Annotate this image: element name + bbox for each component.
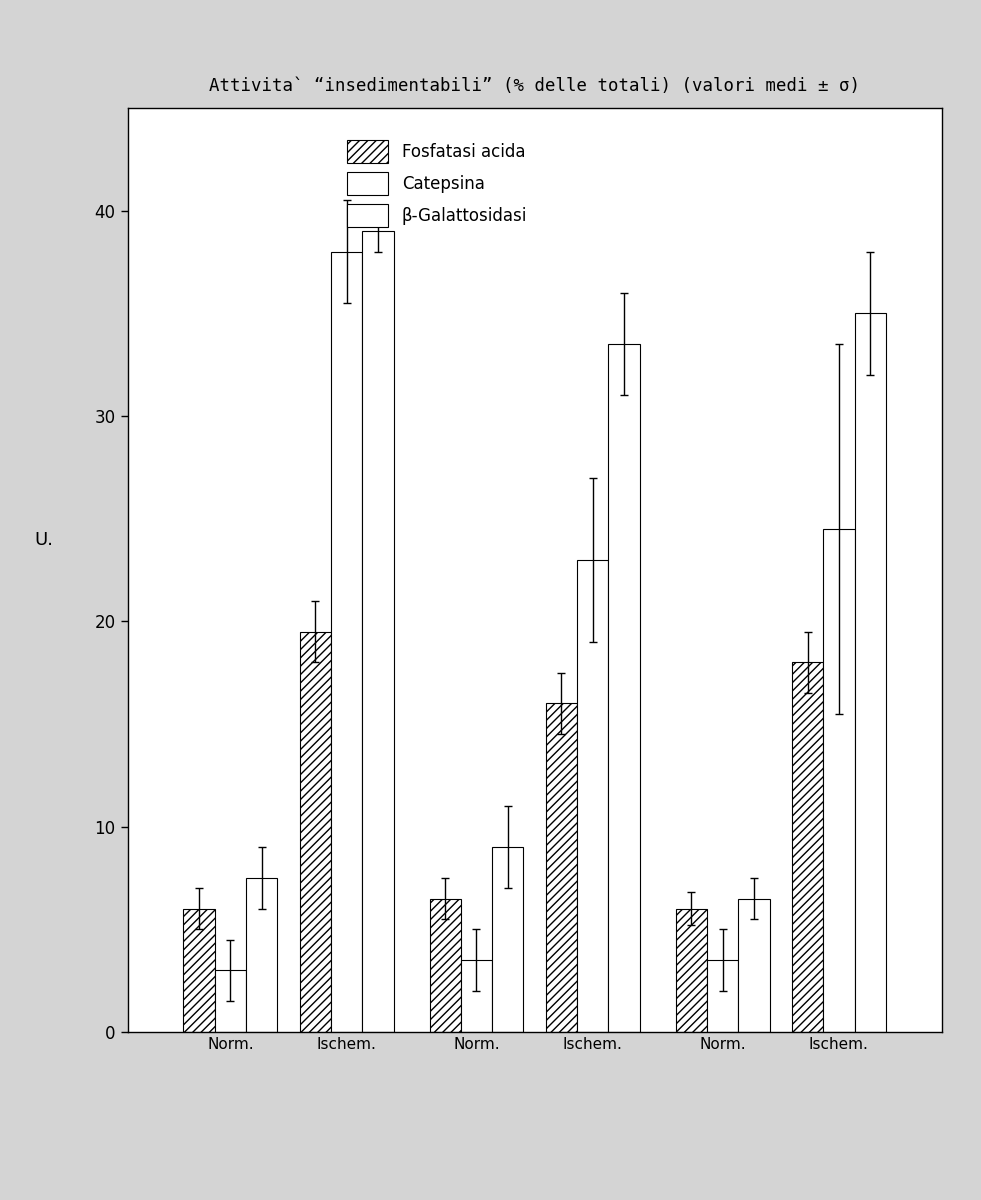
Bar — [823, 529, 854, 1032]
Bar — [461, 960, 492, 1032]
Bar — [608, 344, 640, 1032]
Bar — [739, 899, 769, 1032]
Bar — [545, 703, 577, 1032]
Bar — [332, 252, 362, 1032]
Bar — [246, 878, 278, 1032]
Legend: Fosfatasi acida, Catepsina, β-Galattosidasi: Fosfatasi acida, Catepsina, β-Galattosid… — [341, 134, 532, 233]
Bar — [854, 313, 886, 1032]
Bar — [183, 908, 215, 1032]
Bar — [577, 559, 608, 1032]
Bar — [362, 232, 393, 1032]
Bar — [492, 847, 524, 1032]
Bar — [430, 899, 461, 1032]
Bar — [676, 908, 707, 1032]
Title: Attivita` “insedimentabili” (% delle totali) (valori medi ± σ): Attivita` “insedimentabili” (% delle tot… — [209, 77, 860, 95]
Bar — [215, 971, 246, 1032]
Text: U.: U. — [34, 530, 54, 550]
Bar — [707, 960, 739, 1032]
Bar — [792, 662, 823, 1032]
Bar — [300, 631, 332, 1032]
